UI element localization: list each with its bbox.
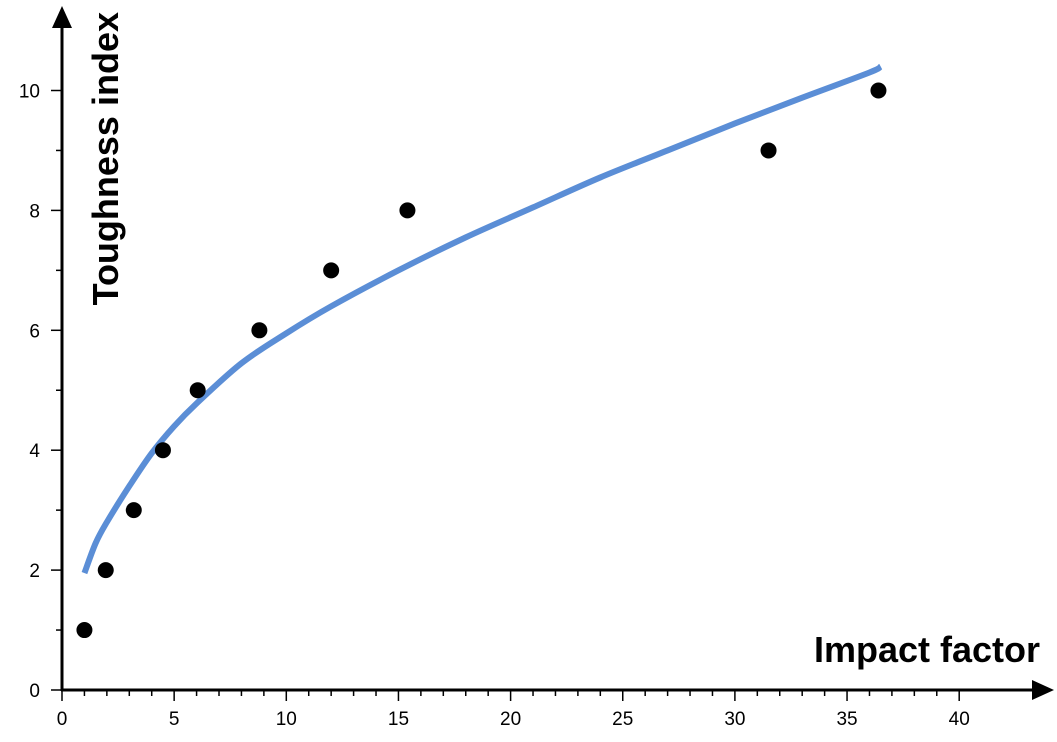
y-axis-title: Toughness index: [85, 12, 126, 305]
x-tick-label: 15: [388, 709, 409, 730]
y-axis-arrow: [52, 6, 72, 28]
data-point: [189, 382, 206, 399]
x-tick-label: 0: [57, 709, 68, 730]
data-points: [76, 82, 887, 639]
y-tick-label: 2: [29, 561, 40, 582]
data-point: [154, 442, 171, 459]
fit-curve: [81, 63, 883, 575]
data-point: [760, 142, 777, 159]
x-axis-title: Impact factor: [814, 629, 1040, 670]
x-tick-label: 5: [169, 709, 180, 730]
x-axis-arrow: [1032, 680, 1054, 700]
y-tick-label: 8: [29, 201, 40, 222]
data-point: [323, 262, 340, 279]
axis-ticks: 0 5 10 15 20 25 30 35 40 0 2 4 6 8 10: [19, 82, 970, 731]
y-tick-label: 4: [29, 441, 40, 462]
data-point: [870, 82, 887, 99]
x-tick-label: 30: [724, 709, 745, 730]
data-point: [251, 322, 268, 339]
x-tick-label: 40: [949, 709, 970, 730]
data-point: [125, 502, 142, 519]
data-point: [399, 202, 416, 219]
x-tick-label: 10: [276, 709, 297, 730]
y-tick-label: 0: [29, 681, 40, 702]
fit-curve-layer: [81, 63, 883, 575]
x-tick-label: 25: [612, 709, 633, 730]
y-tick-label: 6: [29, 321, 40, 342]
axes: [52, 6, 1054, 700]
data-point: [76, 622, 93, 639]
data-point: [97, 562, 114, 579]
x-tick-label: 20: [500, 709, 521, 730]
y-tick-label: 10: [19, 82, 40, 103]
x-tick-label: 35: [836, 709, 857, 730]
